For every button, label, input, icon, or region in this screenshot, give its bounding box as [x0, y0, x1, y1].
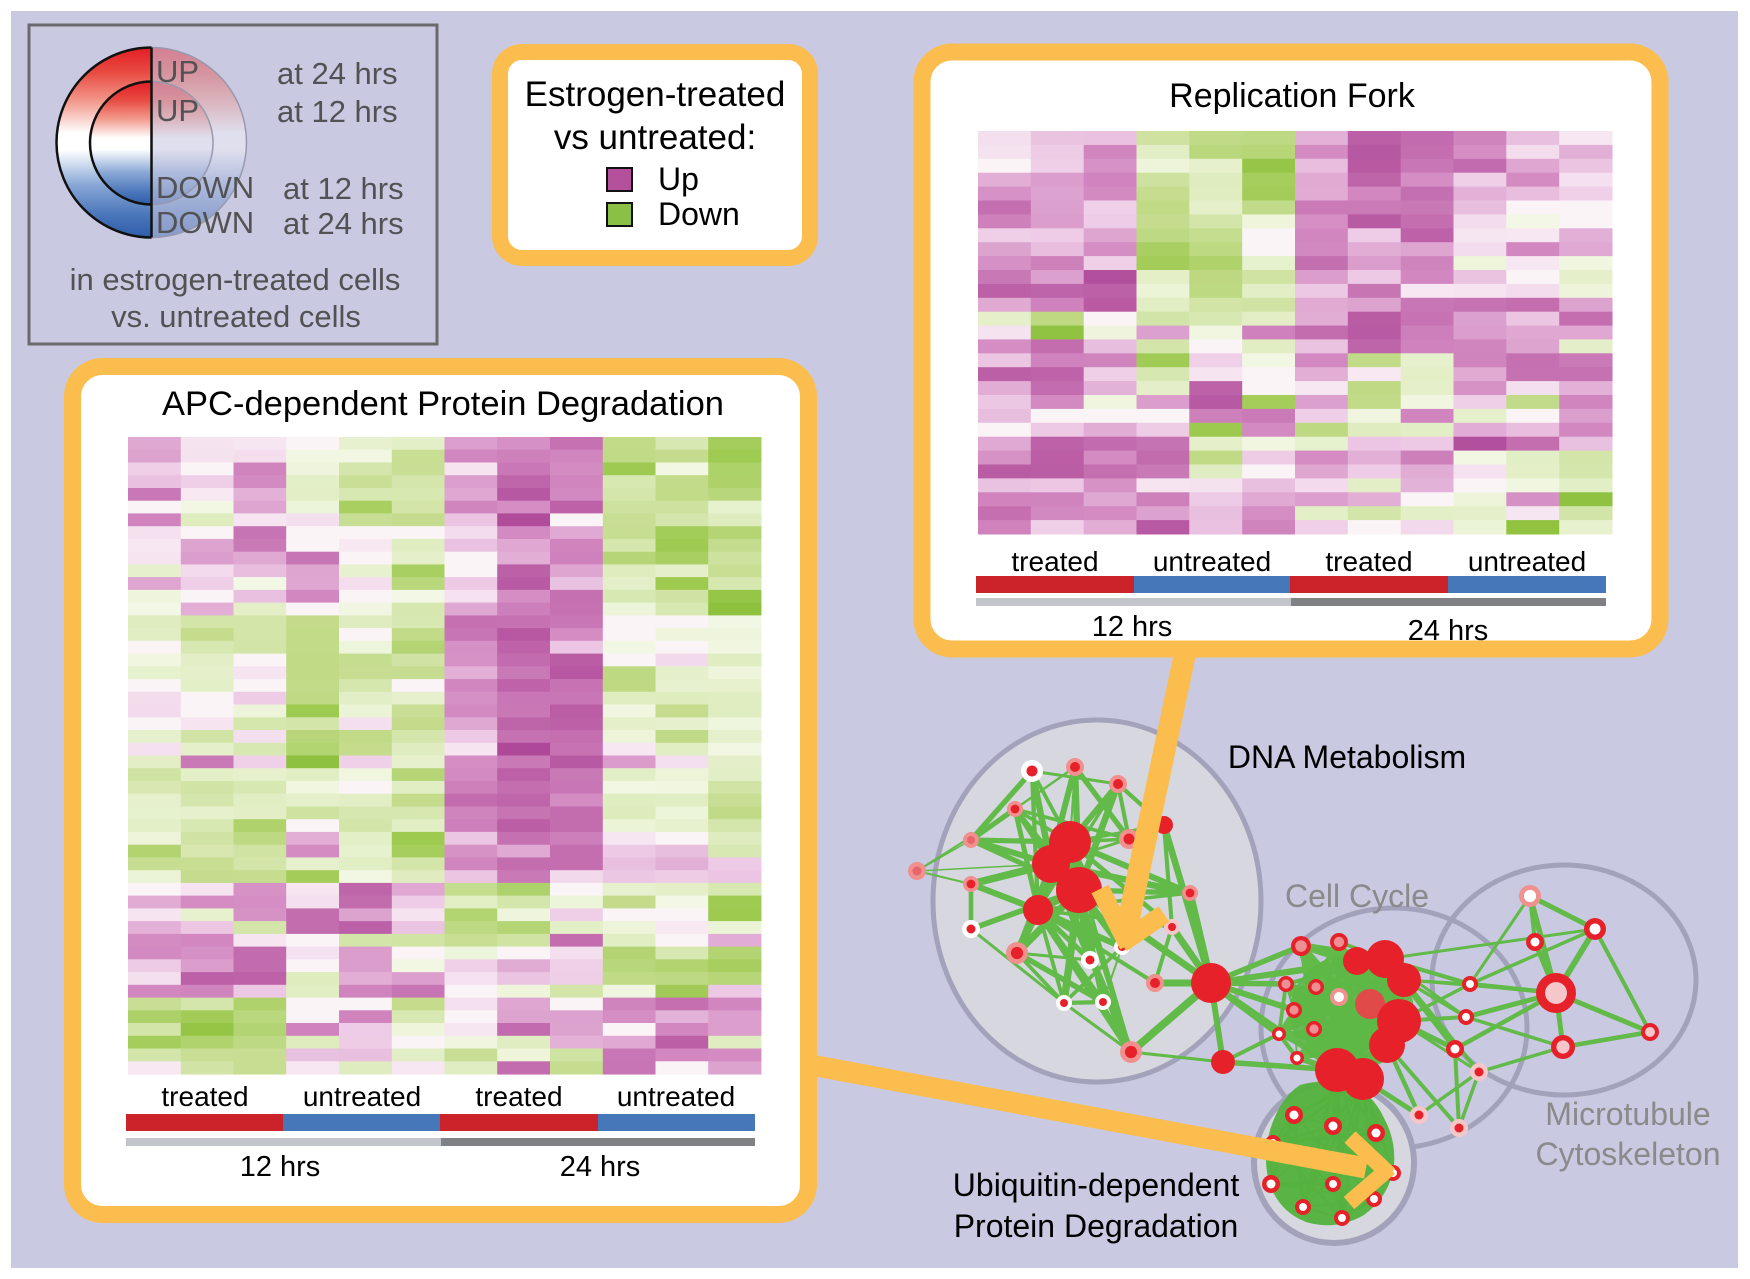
svg-text:at 12 hrs: at 12 hrs [283, 171, 404, 206]
svg-text:untreated: untreated [1468, 546, 1586, 577]
svg-text:Cytoskeleton: Cytoskeleton [1536, 1136, 1721, 1172]
svg-text:untreated: untreated [303, 1081, 421, 1112]
svg-text:at 24 hrs: at 24 hrs [283, 206, 404, 241]
svg-text:Ubiquitin-dependent: Ubiquitin-dependent [953, 1167, 1240, 1203]
svg-text:DNA Metabolism: DNA Metabolism [1228, 739, 1466, 775]
svg-text:APC-dependent Protein Degradat: APC-dependent Protein Degradation [162, 385, 724, 423]
svg-text:at 24 hrs: at 24 hrs [277, 56, 398, 91]
svg-text:in estrogen-treated cells: in estrogen-treated cells [70, 262, 401, 297]
svg-text:UP: UP [156, 93, 199, 128]
svg-text:treated: treated [161, 1081, 248, 1112]
svg-text:treated: treated [1011, 546, 1098, 577]
svg-text:Cell Cycle: Cell Cycle [1285, 878, 1429, 914]
svg-text:Estrogen-treated: Estrogen-treated [525, 75, 786, 114]
svg-text:vs. untreated cells: vs. untreated cells [111, 299, 361, 334]
svg-text:UP: UP [156, 54, 199, 89]
svg-text:at 12 hrs: at 12 hrs [277, 94, 398, 129]
svg-text:12 hrs: 12 hrs [240, 1151, 321, 1183]
svg-text:vs untreated:: vs untreated: [554, 118, 756, 157]
svg-text:Protein Degradation: Protein Degradation [954, 1208, 1239, 1244]
svg-text:12 hrs: 12 hrs [1092, 611, 1173, 643]
svg-text:treated: treated [1325, 546, 1412, 577]
svg-text:DOWN: DOWN [156, 205, 254, 240]
svg-text:Microtubule: Microtubule [1545, 1096, 1710, 1132]
svg-text:Replication Fork: Replication Fork [1169, 77, 1416, 115]
svg-text:24 hrs: 24 hrs [560, 1151, 641, 1183]
svg-text:Up: Up [658, 161, 699, 197]
svg-text:DOWN: DOWN [156, 170, 254, 205]
svg-text:treated: treated [475, 1081, 562, 1112]
svg-text:untreated: untreated [1153, 546, 1271, 577]
svg-text:24 hrs: 24 hrs [1408, 615, 1489, 647]
svg-text:Down: Down [658, 196, 740, 232]
svg-text:untreated: untreated [617, 1081, 735, 1112]
